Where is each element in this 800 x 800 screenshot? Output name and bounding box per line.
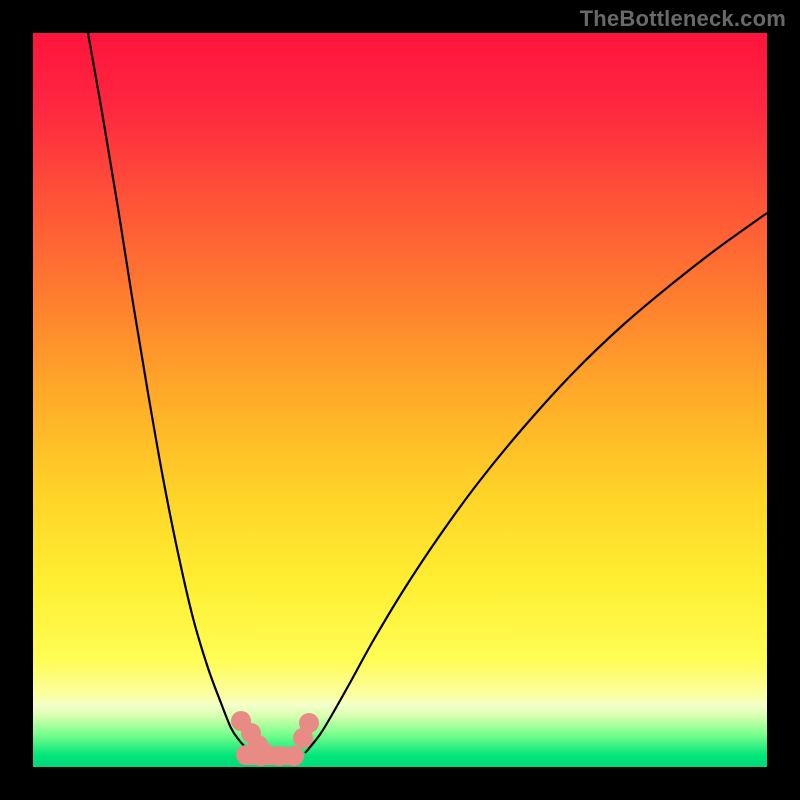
chart-frame: TheBottleneck.com	[0, 0, 800, 800]
curve-layer	[33, 33, 767, 767]
watermark-text: TheBottleneck.com	[580, 6, 786, 32]
trough-marker-dot	[284, 746, 304, 766]
plot-area	[33, 33, 767, 767]
trough-marker-dot	[299, 713, 319, 733]
curve-right-branch	[305, 213, 767, 753]
trough-markers	[231, 711, 319, 766]
curve-left-branch	[88, 33, 251, 754]
trough-marker-dot	[251, 746, 271, 766]
